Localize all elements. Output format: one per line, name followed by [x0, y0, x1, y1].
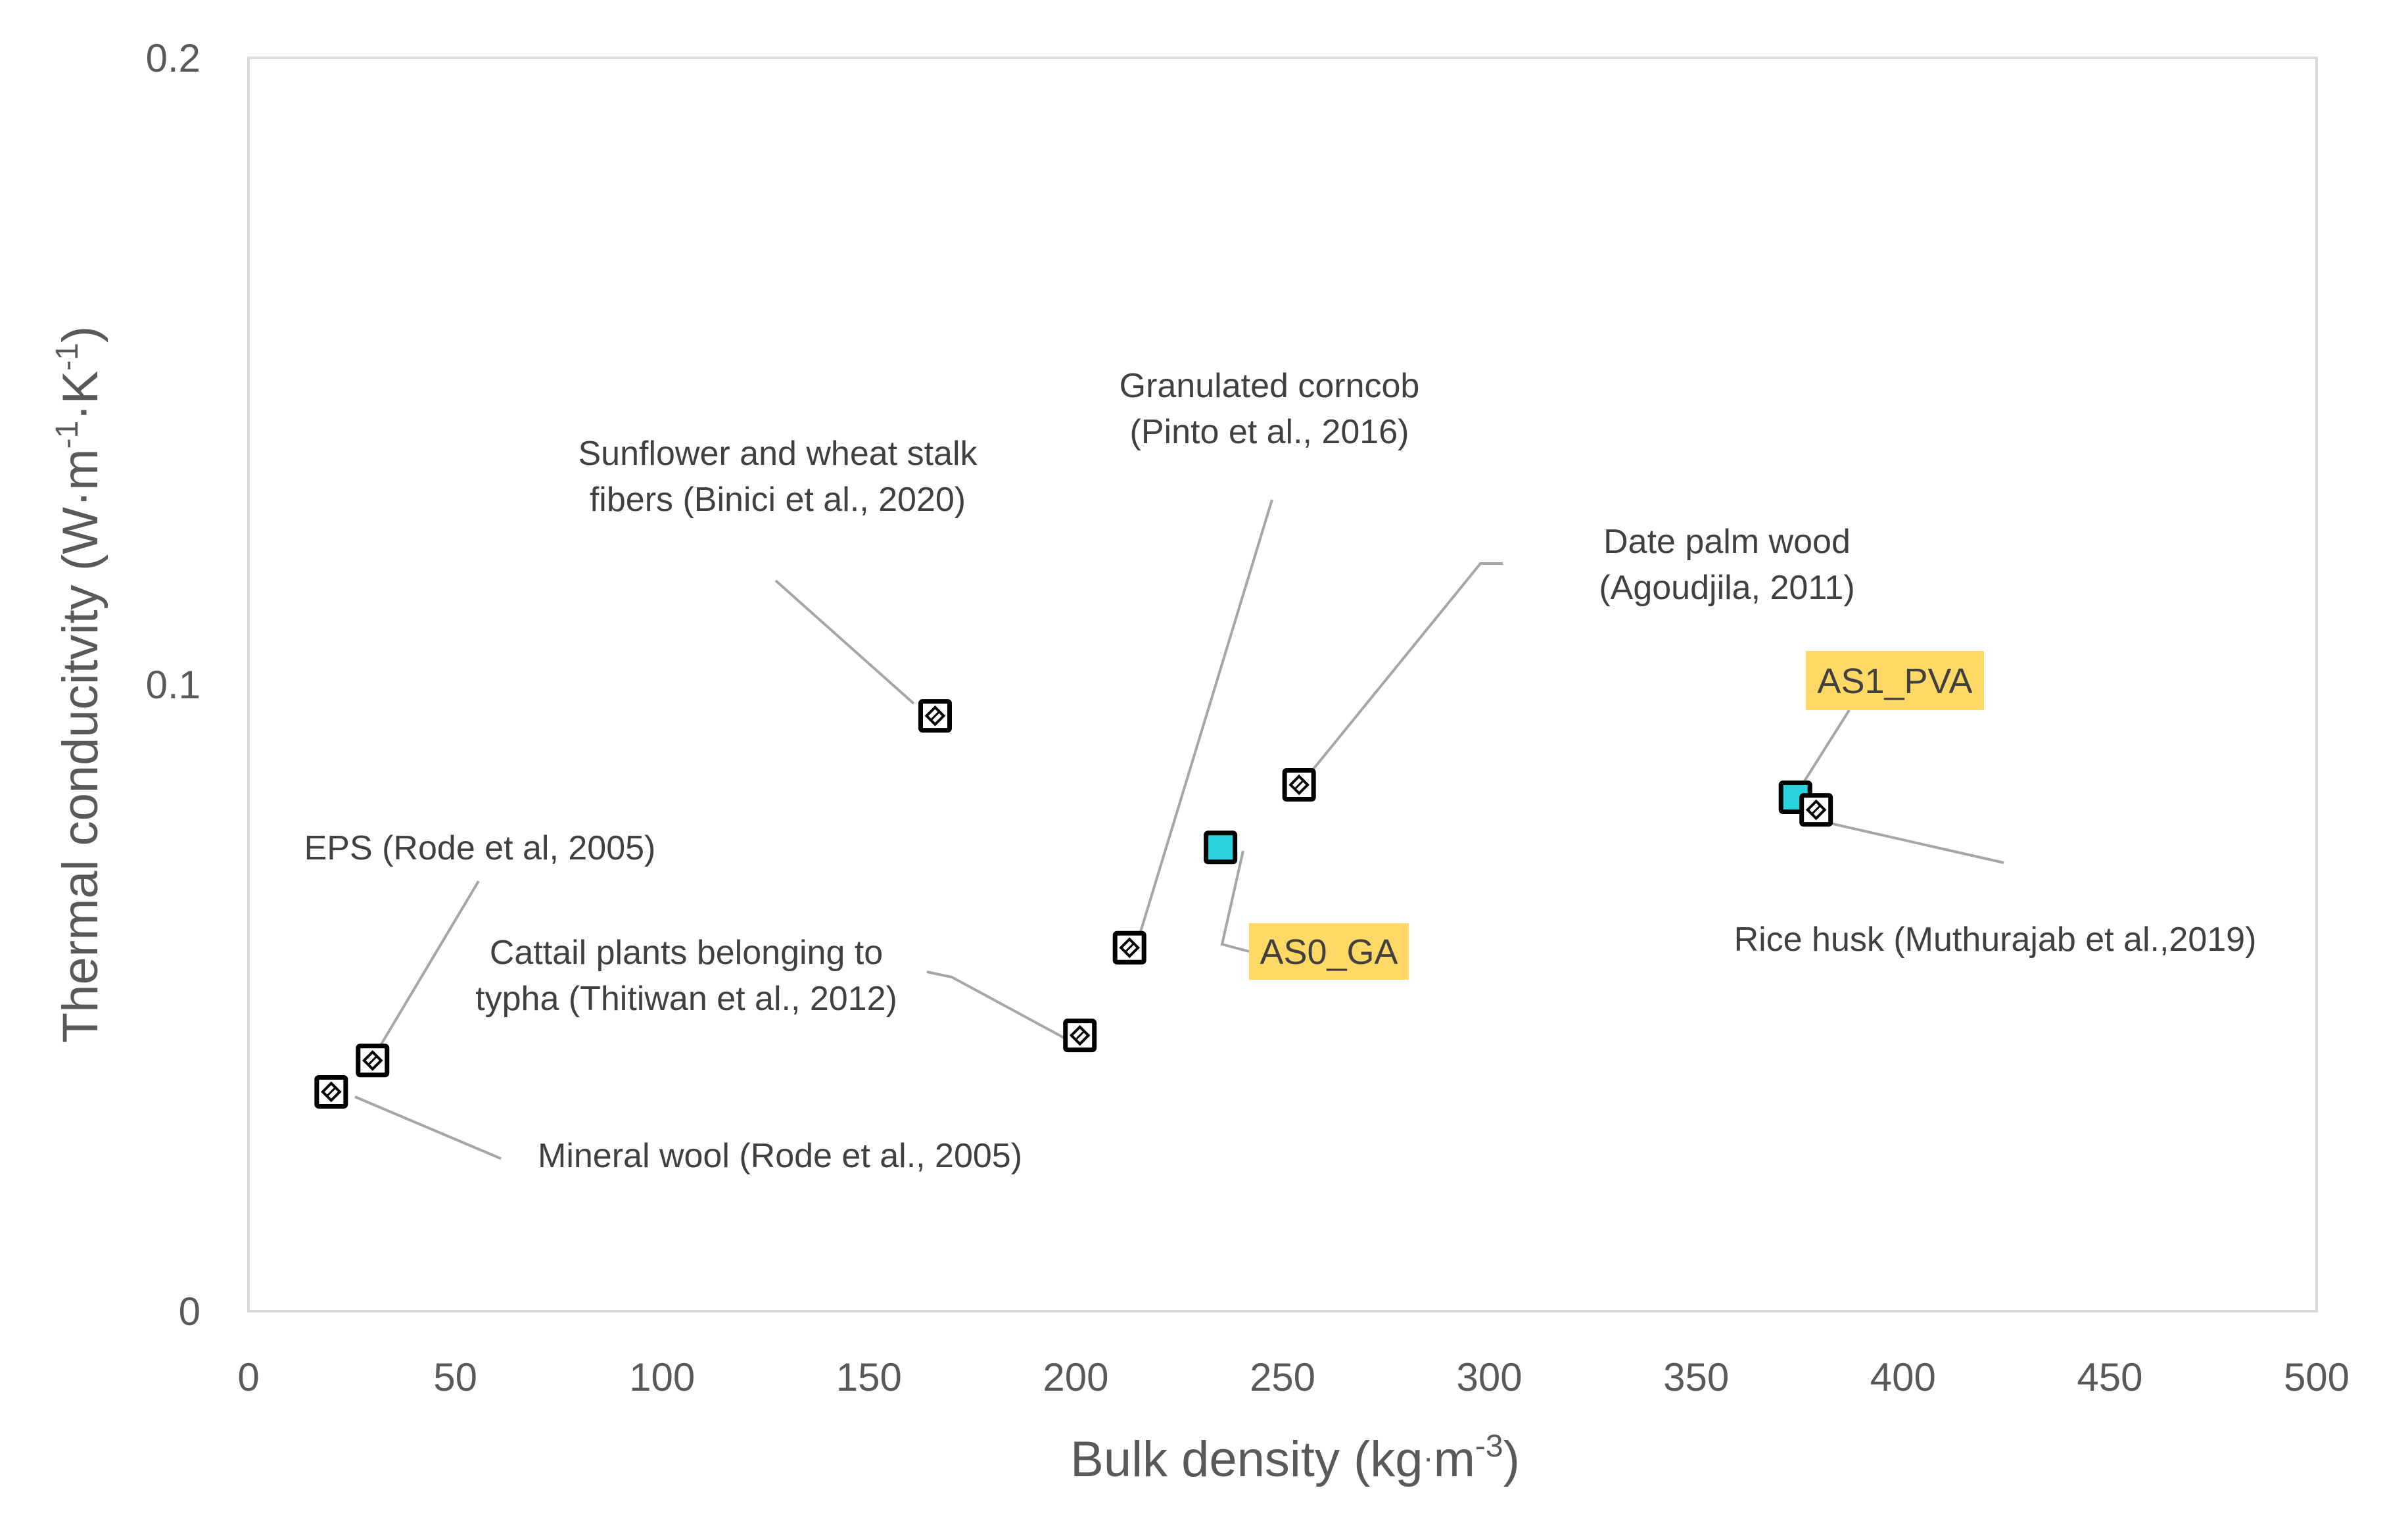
data-markers [314, 699, 1833, 1109]
point-granulated-corncob [1112, 930, 1146, 965]
y-axis-title-dot-2: · [53, 404, 108, 421]
y-axis-title-k: K [53, 371, 108, 404]
label-cattail-typha: Cattail plants belonging to typha (Thitiw… [475, 934, 897, 1018]
plot-area-frame [247, 57, 2318, 1312]
x-axis-title-main: Bulk density (kg [1070, 1431, 1423, 1487]
x-tick-label: 300 [1457, 1355, 1523, 1399]
x-axis-title-exponent: -3 [1475, 1429, 1503, 1464]
leader-line-rice-husk [1824, 821, 2004, 864]
x-axis-title: Bulk density (kg·m-3) [1070, 1429, 1520, 1487]
leader-line-granulated-corncob [1135, 499, 1273, 948]
label-line: Sunflower and wheat stalk [578, 435, 978, 473]
point-eps [356, 1044, 390, 1078]
label-date-palm: Date palm wood (Agoudjila, 2011) [1599, 523, 1854, 607]
x-axis-title-dot: · [1423, 1441, 1434, 1476]
y-tick-label: 0.2 [146, 36, 201, 80]
leader-line-as0-ga [1220, 850, 1250, 953]
label-line: Rice husk (Muthurajab et al.,2019) [1734, 921, 2257, 959]
x-tick-label: 500 [2284, 1355, 2349, 1399]
x-tick-label: 150 [836, 1355, 902, 1399]
y-axis-title-close: ) [53, 326, 108, 343]
label-line: Cattail plants belonging to [490, 934, 883, 972]
x-tick-label: 450 [2077, 1355, 2142, 1399]
label-line: (Pinto et al., 2016) [1130, 413, 1409, 451]
x-tick-label: 0 [237, 1355, 259, 1399]
y-axis-title: Thermal conducitvity (W·m-1·K-1) [50, 326, 108, 1043]
y-axis-title-exponent-2: -1 [50, 343, 85, 371]
point-as0-ga [1204, 830, 1238, 865]
x-tick-label: 400 [1870, 1355, 1936, 1399]
x-tick-label: 350 [1663, 1355, 1729, 1399]
y-axis-title-exponent-1: -1 [50, 421, 85, 449]
y-tick-label: 0.1 [146, 663, 201, 707]
x-tick-label: 50 [433, 1355, 477, 1399]
point-mineral-wool [314, 1074, 348, 1109]
label-as0-ga: AS0_GA [1260, 932, 1398, 972]
label-eps: EPS (Rode et al, 2005) [304, 829, 656, 867]
point-rice-husk [1799, 793, 1833, 827]
y-tick-label: 0 [179, 1289, 201, 1334]
x-tick-labels: 0 50 100 150 200 250 300 350 400 450 500 [237, 1355, 2349, 1399]
x-axis-title-unit: m [1434, 1431, 1475, 1487]
x-tick-label: 250 [1250, 1355, 1315, 1399]
x-axis-title-close: ) [1503, 1431, 1520, 1487]
leader-line-mineral-wool [354, 1095, 502, 1160]
label-line: fibers (Binici et al., 2020) [590, 481, 966, 519]
label-line: (Agoudjila, 2011) [1599, 569, 1854, 607]
label-sunflower-wheat: Sunflower and wheat stalk fibers (Binici … [578, 435, 978, 519]
label-line: Granulated corncob [1120, 367, 1420, 405]
y-axis-title-m: m [53, 449, 108, 491]
label-granulated-corncob: Granulated corncob (Pinto et al., 2016) [1120, 367, 1420, 451]
y-axis-title-main: Thermal conducitvity (W [53, 507, 108, 1043]
leader-line-cattail-typha [926, 971, 1064, 1039]
point-date-palm [1282, 767, 1316, 802]
label-rice-husk: Rice husk (Muthurajab et al.,2019) [1734, 921, 2257, 959]
leader-line-sunflower-wheat [774, 579, 915, 705]
highlight-box-as1-pva [1806, 651, 1984, 710]
point-labels: Mineral wool (Rode et al., 2005) EPS (Rod… [304, 367, 2257, 1175]
point-cattail-typha [1063, 1019, 1097, 1053]
label-line: Date palm wood [1603, 523, 1851, 561]
x-tick-label: 200 [1043, 1355, 1108, 1399]
leader-line-date-palm [1305, 562, 1503, 779]
highlight-box-as0-ga [1249, 923, 1409, 980]
leader-lines [354, 499, 2004, 1160]
label-mineral-wool: Mineral wool (Rode et al., 2005) [538, 1137, 1022, 1175]
y-tick-labels: 0 0.1 0.2 [146, 36, 201, 1334]
label-as1-pva: AS1_PVA [1817, 661, 1972, 701]
label-line: EPS (Rode et al, 2005) [304, 829, 656, 867]
x-tick-label: 100 [629, 1355, 695, 1399]
label-line: typha (Thitiwan et al., 2012) [475, 980, 897, 1018]
leader-line-eps [376, 880, 480, 1052]
leader-line-as1-pva [1801, 709, 1851, 786]
y-axis-title-dot-1: · [53, 491, 108, 507]
label-line: Mineral wool (Rode et al., 2005) [538, 1137, 1022, 1175]
point-sunflower-wheat [918, 699, 952, 733]
